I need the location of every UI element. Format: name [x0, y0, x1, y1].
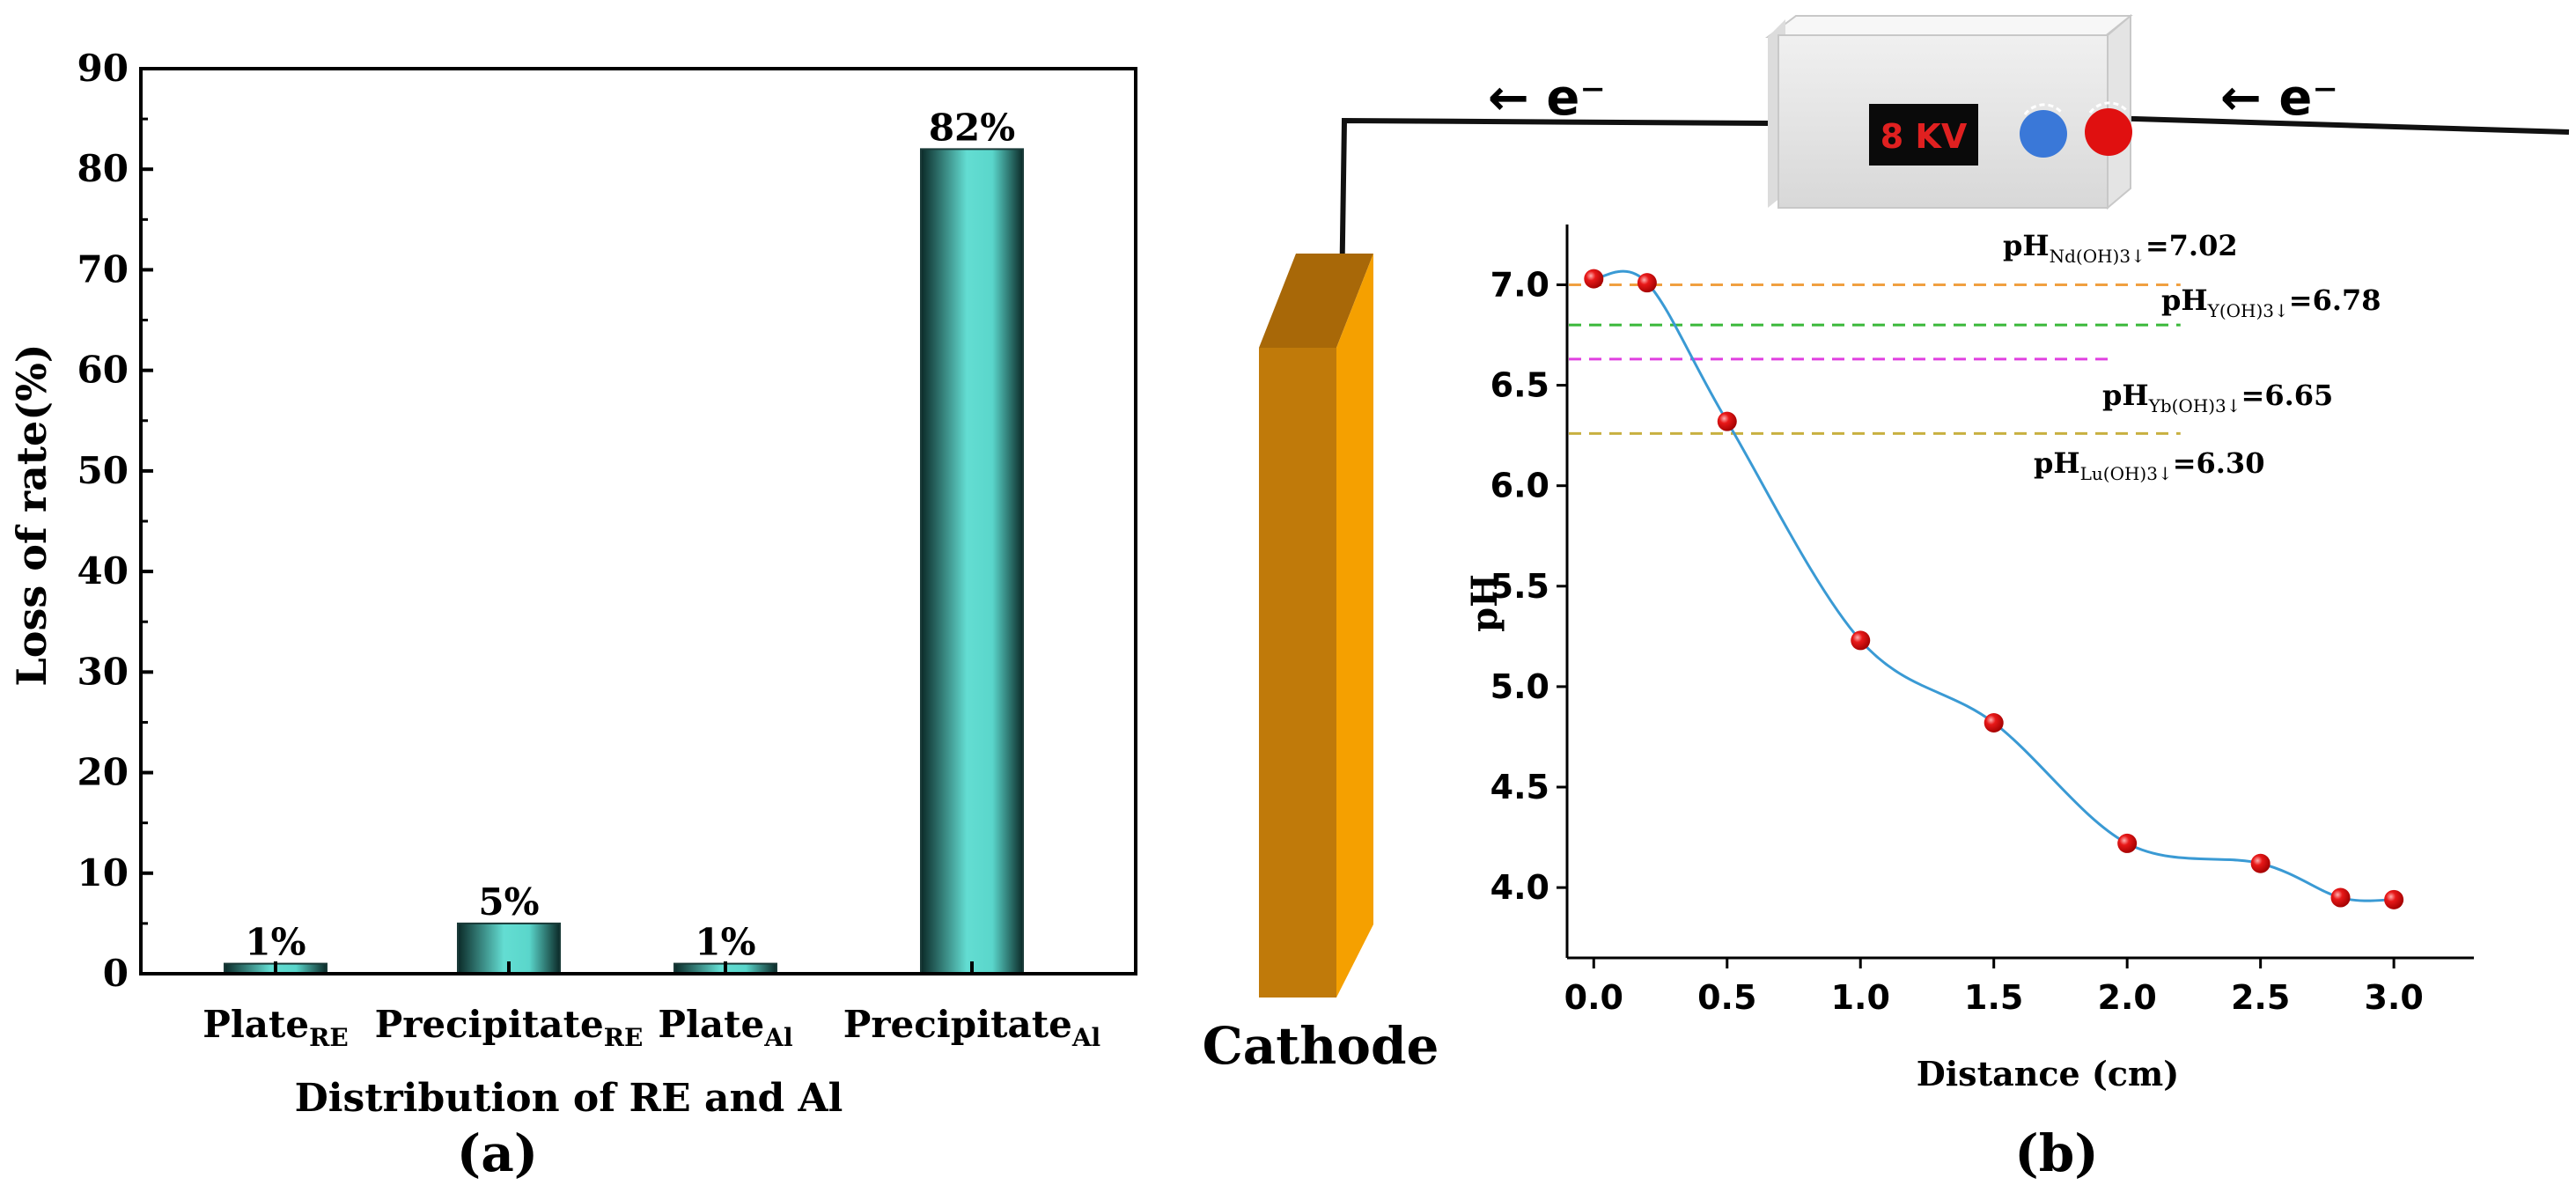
y-tick-label: 0 [103, 952, 129, 995]
fit-curve [1593, 269, 2395, 902]
x-tick-label: PrecipitateAl [843, 1003, 1100, 1052]
y-tick-label: 30 [77, 650, 129, 693]
ph-x-ticks: 0.0 0.5 1.0 1.5 2.0 2.5 3.0 [1564, 958, 2424, 1017]
electron-flow-right: ← e⁻ [2220, 70, 2338, 127]
y-tick-label: 50 [77, 449, 129, 492]
x-tick-label: 1.0 [1831, 978, 1890, 1017]
bar [457, 922, 561, 975]
reference-labels: pHNd(OH)3↓=7.02 pHY(OH)3↓=6.78 pHYb(OH)3↓=… [2003, 229, 2381, 484]
bar-x-axis-label: Distribution of RE and Al [295, 1076, 843, 1121]
bar-value-label: 82% [929, 106, 1015, 149]
ph-chart-axes [1565, 225, 2474, 960]
positive-terminal-knob [2085, 108, 2132, 156]
bar-value-label: 5% [478, 880, 539, 924]
reference-label: pHNd(OH)3↓=7.02 [2003, 229, 2238, 267]
x-tick-label: 2.0 [2098, 978, 2157, 1017]
data-point [1717, 411, 1737, 431]
x-tick-label: 0.0 [1564, 978, 1623, 1017]
bar-value-label: 1% [245, 921, 305, 964]
data-point [1984, 712, 2004, 733]
data-point [2117, 833, 2138, 853]
panel-label-a: (a) [457, 1123, 538, 1183]
data-point [1584, 269, 1604, 289]
x-tick-label: 2.5 [2231, 978, 2290, 1017]
ph-y-axis-label: pH [1464, 574, 1505, 632]
voltage-display [1869, 104, 1978, 166]
reference-lines [1569, 283, 2181, 435]
x-tick-label: 3.0 [2364, 978, 2423, 1017]
reference-label: pHY(OH)3↓=6.78 [2161, 283, 2381, 321]
power-supply: 8 KV [1765, 13, 2133, 210]
y-tick-label: 70 [77, 247, 129, 291]
data-point [1851, 630, 1871, 651]
y-tick-label: 4.5 [1490, 768, 1549, 806]
fit-curve-group [1593, 269, 2395, 902]
knob-highlight [2088, 101, 2129, 114]
y-tick-label: 80 [77, 147, 129, 190]
ph-chart-panel: 4.0 4.5 5.0 5.5 6.0 6.5 7.0 0.0 0.5 1.0 1.5 2.0 2.5… [1464, 225, 2474, 1183]
right-wire [2107, 115, 2570, 135]
y-tick-label: 90 [77, 47, 129, 90]
bar-y-axis-label: Loss of rate(%) [8, 343, 55, 686]
bar-y-ticks: 0 10 20 30 40 50 60 70 80 90 [77, 47, 153, 995]
bar-group: 1% 5% 1% 82% [224, 106, 1024, 975]
cathode-label: Cathode [1203, 1016, 1439, 1076]
x-tick-label: 0.5 [1697, 978, 1756, 1017]
negative-terminal-knob [2020, 110, 2067, 158]
y-tick-label: 40 [77, 549, 129, 593]
x-tick-label: PrecipitateRE [375, 1003, 644, 1052]
y-tick-label: 6.5 [1490, 366, 1549, 405]
reference-label: pHLu(OH)3↓=6.30 [2034, 446, 2264, 484]
data-points [1584, 269, 2404, 909]
voltage-readout: 8 KV [1880, 117, 1968, 156]
y-tick-label: 7.0 [1490, 265, 1549, 304]
electron-flow-left: ← e⁻ [1488, 70, 1606, 127]
bar-chart-panel: 1% 5% 1% 82% 0 10 20 30 40 50 60 70 80 90 PlateRE Pre… [8, 47, 1137, 1183]
data-point [1637, 273, 1657, 293]
y-tick-label: 10 [77, 851, 129, 894]
x-tick-label: PlateAl [658, 1003, 792, 1052]
y-tick-label: 5.0 [1490, 667, 1549, 706]
knob-highlight [2023, 103, 2064, 115]
y-tick-label: 5.5 [1490, 567, 1549, 606]
reference-label: pHYb(OH)3↓=6.65 [2102, 379, 2333, 416]
panel-label-b: (b) [2014, 1123, 2098, 1183]
bar-value-label: 1% [695, 921, 755, 964]
x-tick-label: 1.5 [1964, 978, 2023, 1017]
y-tick-label: 6.0 [1490, 467, 1549, 505]
y-tick-label: 60 [77, 349, 129, 392]
y-tick-label: 20 [77, 751, 129, 794]
bar-x-ticks: PlateRE PrecipitateRE PlateAl PrecipitateAl [202, 961, 1100, 1052]
x-tick-label: PlateRE [202, 1003, 349, 1052]
y-tick-label: 4.0 [1490, 868, 1549, 907]
ph-y-ticks: 4.0 4.5 5.0 5.5 6.0 6.5 7.0 [1490, 265, 1567, 907]
left-wire [1339, 117, 1769, 298]
data-point [2330, 887, 2351, 908]
data-point [2250, 853, 2271, 873]
bar [920, 148, 1024, 975]
electrolysis-apparatus: 8 KV ← e⁻ ← e⁻ Cathode [1203, 13, 2570, 1076]
data-point [2384, 889, 2404, 909]
ph-x-axis-label: Distance (cm) [1917, 1054, 2179, 1093]
cathode-electrode [1259, 254, 1373, 998]
